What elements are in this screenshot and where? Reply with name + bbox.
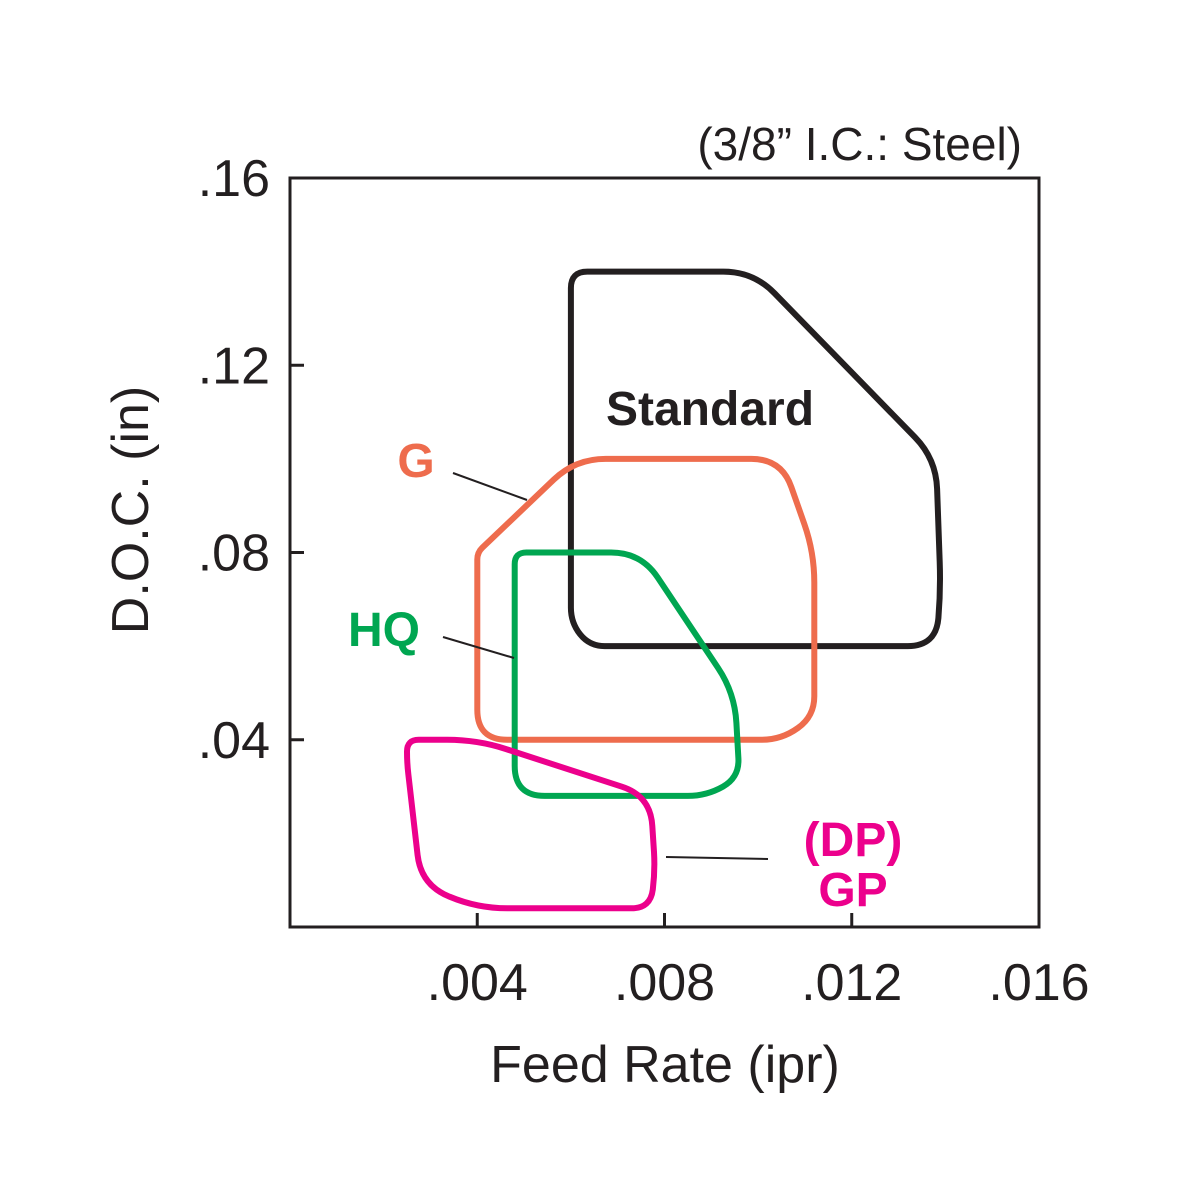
plot-frame [288, 176, 1041, 929]
label-standard: Standard [606, 383, 814, 436]
y-tick-label: .12 [198, 337, 270, 395]
label-dp: (DP) [804, 814, 903, 867]
x-axis-ticks: .004 .008 .012 .016 [427, 913, 1090, 1012]
region-hq [511, 549, 742, 799]
y-axis-title: D.O.C. (in) [102, 386, 160, 634]
x-tick-label: .012 [801, 954, 902, 1012]
region-standard [567, 268, 943, 650]
label-gp: GP [818, 864, 887, 917]
label-hq: HQ [348, 604, 420, 657]
label-g: G [397, 435, 434, 488]
x-tick-label: .016 [988, 954, 1089, 1012]
region-g [474, 455, 818, 743]
x-axis-title: Feed Rate (ipr) [490, 1036, 840, 1094]
x-tick-label: .008 [614, 954, 715, 1012]
chart-subtitle: (3/8” I.C.: Steel) [697, 118, 1022, 170]
y-tick-label: .16 [198, 150, 270, 208]
leader-line-gp [665, 856, 769, 860]
y-tick-label: .04 [198, 712, 270, 770]
leader-line-hq [442, 636, 515, 659]
leader-line-g [452, 472, 528, 501]
y-tick-label: .08 [198, 525, 270, 583]
regions [404, 268, 943, 912]
region-gp [404, 736, 658, 912]
x-tick-label: .004 [427, 954, 528, 1012]
y-axis-ticks: .04 .08 .12 .16 [198, 150, 304, 770]
